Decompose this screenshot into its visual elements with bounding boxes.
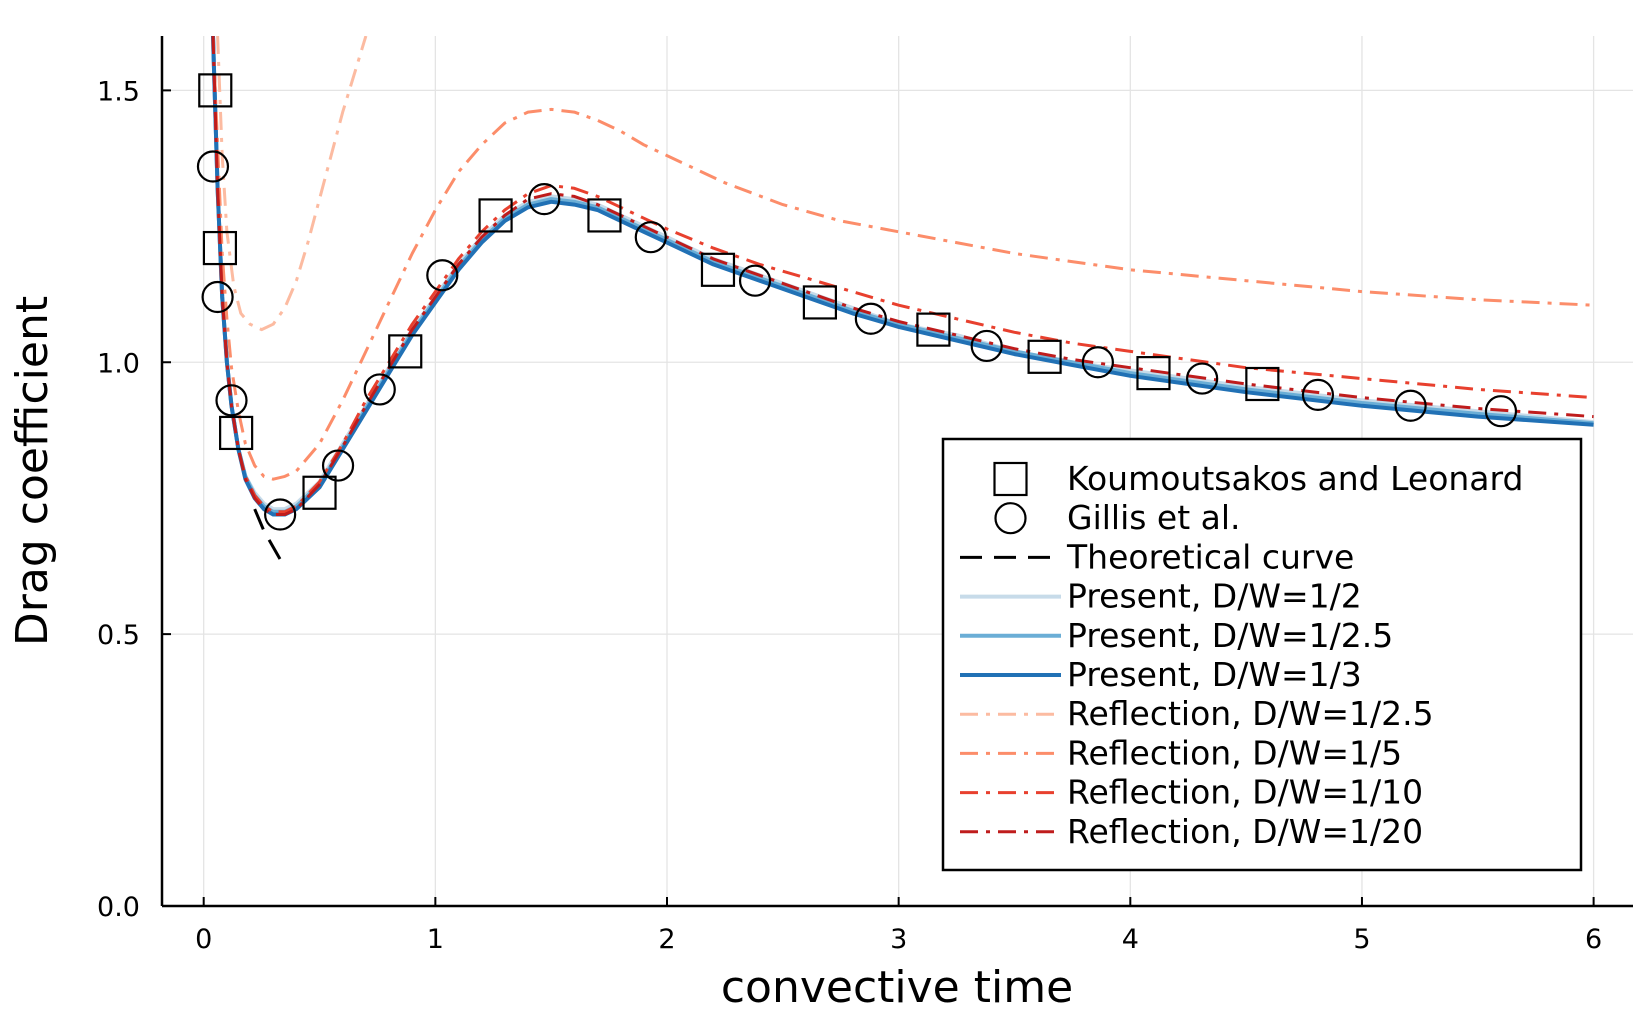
square-marker-2 — [219, 415, 254, 451]
square-marker-4 — [388, 334, 423, 369]
circle-marker-13 — [1186, 362, 1219, 395]
square-marker-5 — [478, 198, 513, 233]
circle-marker-5 — [363, 373, 396, 406]
series-reflection-d-w-1-2-5 — [216, 36, 368, 332]
square-marker-1 — [202, 230, 238, 266]
square-marker-8 — [802, 285, 837, 320]
series-koumoutsakos-and-leonard — [198, 73, 1280, 510]
circle-marker-2 — [215, 384, 248, 417]
series-reflection-d-w-1-5 — [211, 36, 1594, 481]
legend-symbol — [994, 502, 1027, 535]
legend-symbol — [993, 461, 1028, 497]
legend-box — [941, 437, 1583, 872]
square-marker-10 — [1027, 339, 1062, 374]
circle-marker-4 — [321, 449, 355, 482]
circle-marker-3 — [264, 498, 297, 531]
line-reflection-d-w-1-20 — [211, 36, 1594, 516]
circle-marker-6 — [426, 259, 459, 292]
circle-marker-15 — [1394, 389, 1427, 422]
x-tick-label-3: 3 — [890, 924, 907, 955]
line-theoretical-curve — [253, 508, 284, 565]
square-marker-6 — [587, 198, 622, 233]
x-tick-label-4: 4 — [1122, 924, 1139, 955]
legend-entry-gillis-et-al: Gillis et al. — [994, 498, 1241, 537]
legend-label: Koumoutsakos and Leonard — [1067, 459, 1523, 498]
legend-label: Present, D/W=1/3 — [1067, 655, 1362, 694]
circle-marker-11 — [970, 329, 1003, 363]
x-axis-title: convective time — [721, 962, 1073, 1013]
line-reflection-d-w-1-2-5 — [216, 36, 368, 332]
x-tick-label-2: 2 — [658, 924, 675, 955]
legend-label: Present, D/W=1/2 — [1067, 577, 1362, 616]
circle-marker-0 — [196, 150, 230, 183]
legend-label: Gillis et al. — [1067, 498, 1241, 537]
legend-label: Present, D/W=1/2.5 — [1067, 616, 1393, 655]
series-theoretical-curve — [253, 508, 284, 565]
square-marker-0 — [198, 73, 233, 108]
legend-entry-theoretical-curve: Theoretical curve — [960, 537, 1354, 576]
y-tick-label-0: 0.0 — [97, 892, 140, 923]
legend-entry-present-d-w-1-3: Present, D/W=1/3 — [960, 655, 1362, 694]
circle-marker-9 — [738, 264, 772, 297]
x-tick-label-6: 6 — [1585, 924, 1602, 955]
x-tick-label-0: 0 — [195, 924, 212, 955]
axes — [160, 36, 1633, 908]
square-marker-11 — [1136, 356, 1171, 391]
y-tick-label-1: 0.5 — [97, 620, 140, 651]
legend-label: Theoretical curve — [1066, 537, 1354, 576]
legend-label: Reflection, D/W=1/2.5 — [1067, 694, 1434, 733]
legend-entry-koumoutsakos-and-leonard: Koumoutsakos and Leonard — [993, 459, 1523, 498]
circle-marker-7 — [528, 183, 561, 216]
series-gillis-et-al — [196, 150, 1518, 531]
circle-marker-12 — [1081, 346, 1114, 379]
square-marker-3 — [302, 475, 337, 510]
legend-entry-present-d-w-1-2: Present, D/W=1/2 — [960, 577, 1362, 616]
series-reflection-d-w-1-20 — [211, 36, 1594, 516]
series-layer — [196, 36, 1594, 565]
legend-label: Reflection, D/W=1/20 — [1067, 812, 1423, 851]
legend-entry-present-d-w-1-2-5: Present, D/W=1/2.5 — [960, 616, 1393, 655]
legend-label: Reflection, D/W=1/10 — [1067, 773, 1423, 812]
square-marker-12 — [1245, 366, 1280, 402]
legend-label: Reflection, D/W=1/5 — [1067, 733, 1402, 772]
circle-marker-1 — [201, 280, 234, 314]
circle-marker-8 — [634, 221, 667, 254]
tick-labels: 0 1 2 3 4 5 6 0.0 0.5 1.0 1.5 — [97, 76, 1602, 955]
square-marker-7 — [700, 252, 736, 287]
legend-entry-reflection-d-w-1-5: Reflection, D/W=1/5 — [960, 733, 1402, 772]
y-tick-label-3: 1.5 — [97, 76, 140, 107]
circle-marker-14 — [1301, 378, 1335, 411]
line-reflection-d-w-1-5 — [211, 36, 1594, 481]
y-tick-label-2: 1.0 — [97, 348, 140, 379]
circle-marker-10 — [854, 302, 887, 335]
circle-marker-16 — [1484, 395, 1518, 428]
legend-entry-reflection-d-w-1-10: Reflection, D/W=1/10 — [960, 773, 1423, 812]
legend-entry-reflection-d-w-1-2-5: Reflection, D/W=1/2.5 — [960, 694, 1434, 733]
x-tick-label-5: 5 — [1353, 924, 1370, 955]
y-axis-title: Drag coefficient — [7, 296, 58, 646]
square-marker-9 — [916, 312, 951, 347]
legend-entry-reflection-d-w-1-20: Reflection, D/W=1/20 — [960, 812, 1423, 851]
x-tick-label-1: 1 — [427, 924, 444, 955]
